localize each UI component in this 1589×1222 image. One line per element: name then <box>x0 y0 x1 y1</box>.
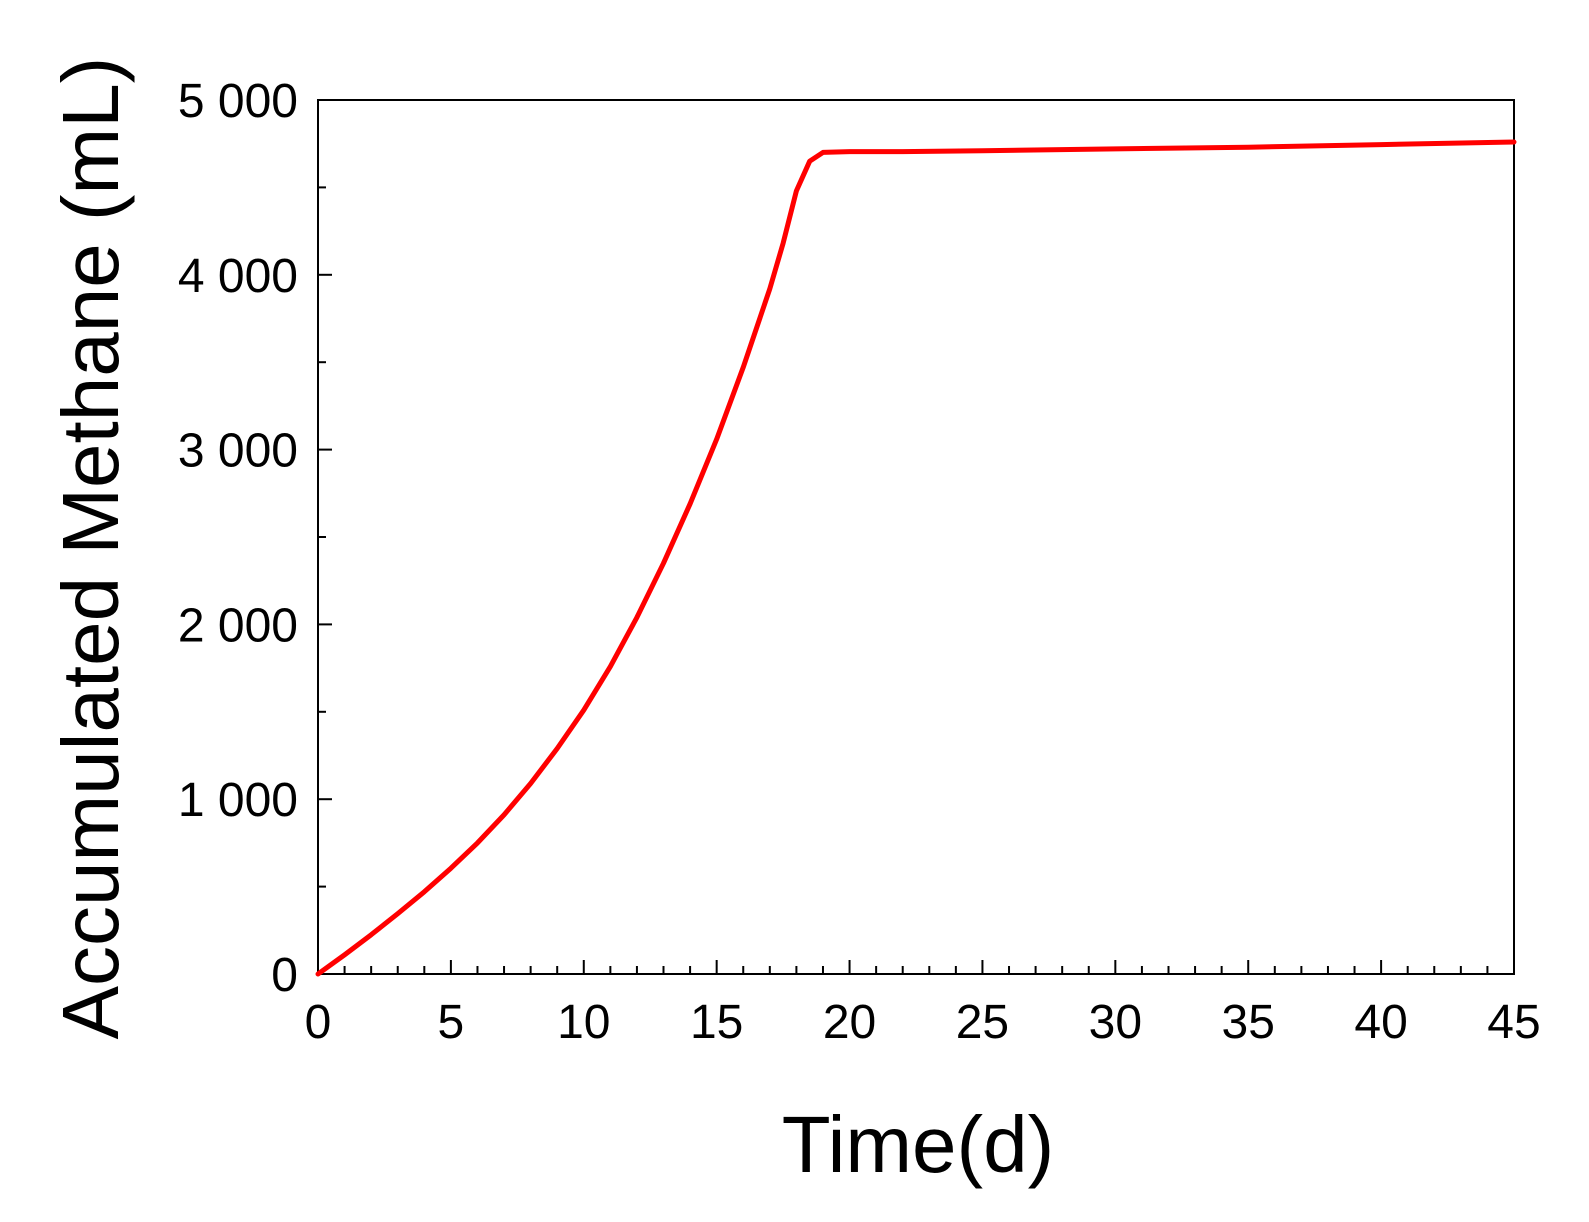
x-tick-label: 30 <box>1089 996 1142 1049</box>
y-tick-label: 0 <box>271 949 298 1002</box>
plot-border <box>317 99 1515 975</box>
x-axis-title: Time(d) <box>782 1100 1055 1189</box>
x-tick-label: 10 <box>557 996 610 1049</box>
x-tick-label: 0 <box>305 996 332 1049</box>
series-line-0 <box>315 139 1517 977</box>
x-axis: 0 5 10 15 20 25 30 35 40 45 <box>305 960 1541 1049</box>
x-tick-label: 20 <box>823 996 876 1049</box>
x-tick-label: 45 <box>1487 996 1540 1049</box>
y-axis-title: Accumulated Methane (mL) <box>46 57 135 1040</box>
x-tick-label: 5 <box>438 996 465 1049</box>
y-tick-label: 5 000 <box>178 75 298 128</box>
series-layer <box>315 139 1517 977</box>
plot-frame <box>317 99 1515 975</box>
y-axis: 0 1 000 2 000 3 000 4 000 5 000 <box>178 75 332 1002</box>
x-tick-label: 25 <box>956 996 1009 1049</box>
x-tick-label: 40 <box>1354 996 1407 1049</box>
y-tick-label: 1 000 <box>178 774 298 827</box>
y-tick-label: 3 000 <box>178 425 298 478</box>
x-tick-label: 35 <box>1222 996 1275 1049</box>
y-tick-label: 2 000 <box>178 599 298 652</box>
y-tick-label: 4 000 <box>178 250 298 303</box>
x-tick-label: 15 <box>690 996 743 1049</box>
